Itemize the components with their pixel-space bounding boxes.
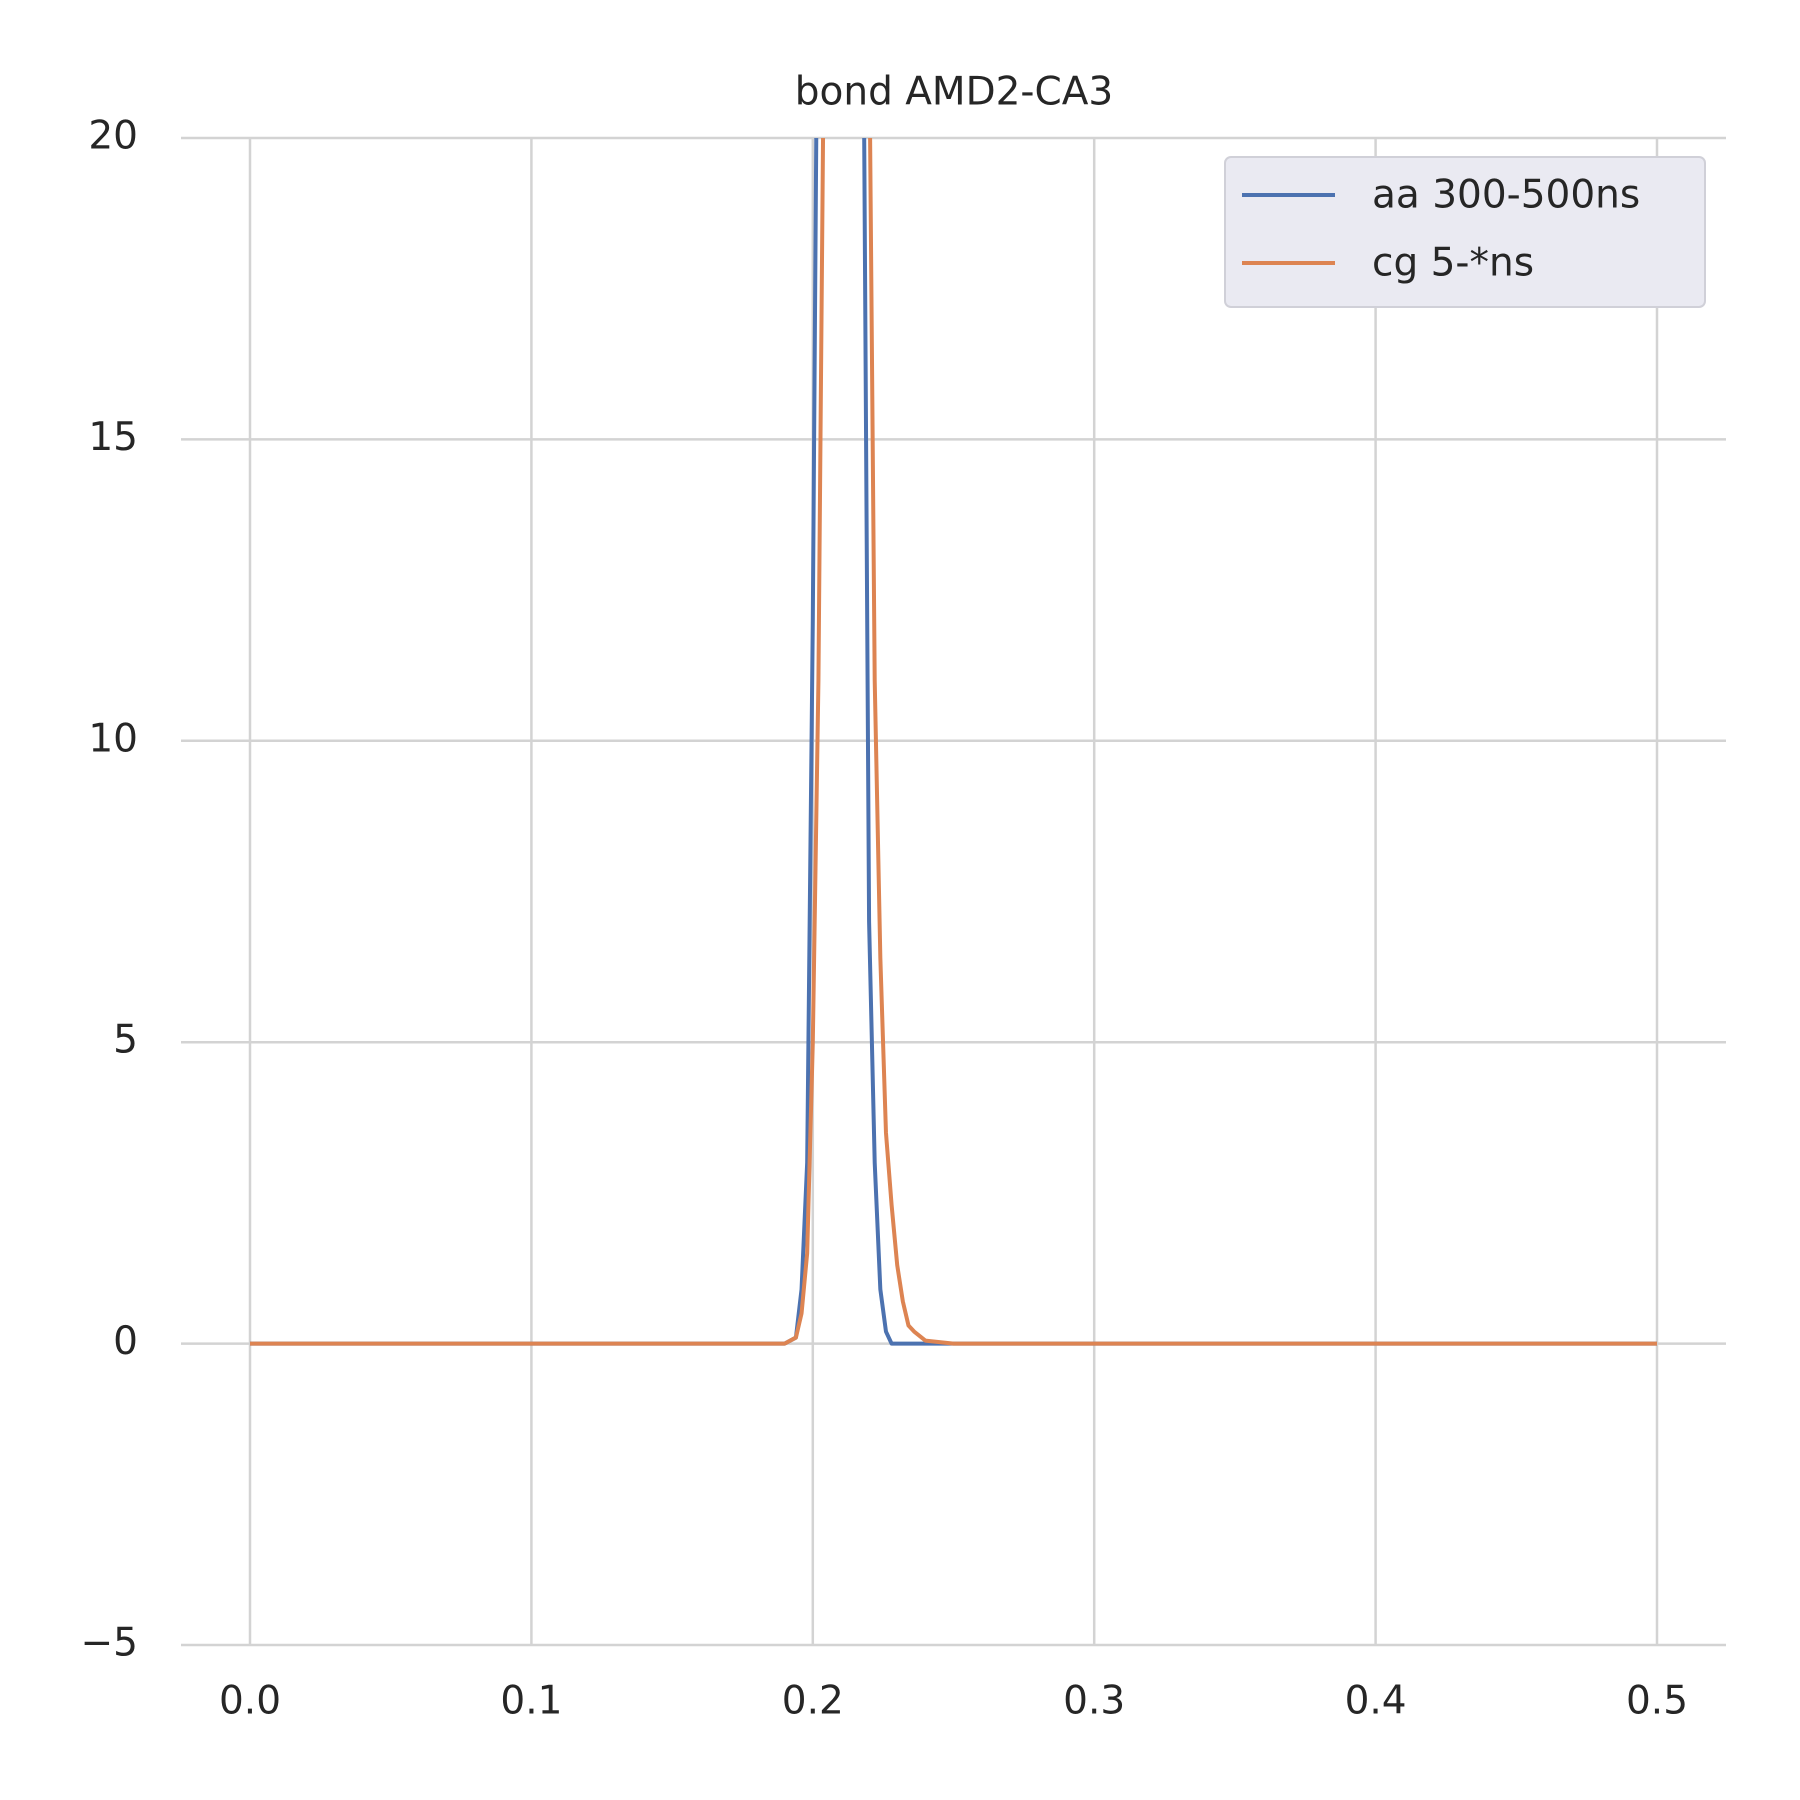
x-tick-label: 0.4 <box>1345 1679 1407 1724</box>
y-tick-label: 5 <box>113 1018 138 1063</box>
x-tick-label: 0.1 <box>500 1679 562 1724</box>
plot-area <box>250 138 1657 1346</box>
legend-box <box>1224 156 1706 308</box>
x-tick-label: 0.5 <box>1626 1679 1688 1724</box>
y-tick-label: 0 <box>113 1319 138 1364</box>
series-line <box>250 138 1657 1346</box>
series-line <box>250 138 1657 1346</box>
y-tick-label: 10 <box>88 716 138 761</box>
chart-title: bond AMD2-CA3 <box>795 70 1113 115</box>
legend: aa 300-500ns cg 5-*ns <box>1224 156 1706 308</box>
x-tick-label: 0.0 <box>219 1679 281 1724</box>
x-tick-label: 0.3 <box>1063 1679 1125 1724</box>
y-tick-label: −5 <box>81 1621 139 1666</box>
y-tick-label: 15 <box>88 415 138 460</box>
y-tick-label: 20 <box>88 114 138 159</box>
legend-label: cg 5-*ns <box>1372 241 1534 286</box>
x-tick-label: 0.2 <box>782 1679 844 1724</box>
legend-label: aa 300-500ns <box>1372 173 1640 218</box>
